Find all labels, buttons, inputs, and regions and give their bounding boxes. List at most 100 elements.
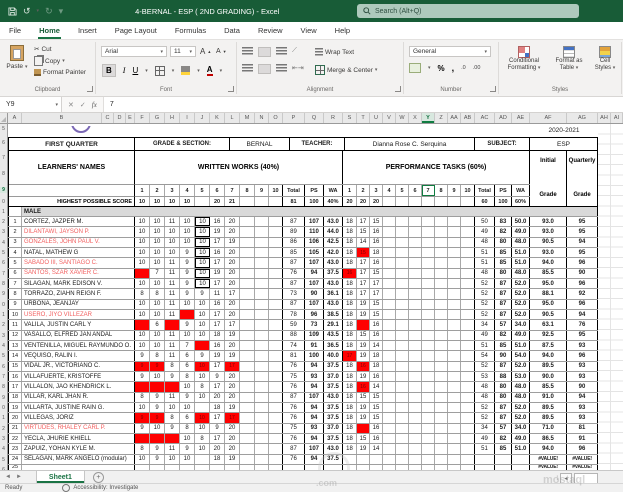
ww-score[interactable]: 8 <box>180 371 195 382</box>
align-top-icon[interactable] <box>242 47 253 55</box>
subcol-2[interactable]: 2 <box>357 185 370 197</box>
pt-score[interactable]: 15 <box>370 413 383 423</box>
pt-wa[interactable]: 48.0 <box>512 392 530 402</box>
pt-ps[interactable]: 85 <box>495 258 512 268</box>
pt-score[interactable] <box>396 464 409 470</box>
pt-score[interactable] <box>422 217 435 227</box>
ww-score[interactable]: 20 <box>225 278 240 289</box>
pt-score[interactable]: 17 <box>370 278 383 289</box>
student-name[interactable]: DILANTAWI, JAYSON P. <box>22 227 135 237</box>
name-box[interactable]: Y9 ▾ <box>0 97 62 112</box>
ww-ps[interactable]: 94 <box>305 402 324 413</box>
ww-score[interactable]: 10 <box>195 330 210 340</box>
pt-score[interactable] <box>409 227 422 237</box>
pt-score[interactable] <box>343 464 357 470</box>
pt-total[interactable]: 52 <box>475 309 495 320</box>
pt-score[interactable] <box>448 340 461 351</box>
student-number[interactable]: 12 <box>8 330 22 340</box>
ww-wa[interactable]: 40.0 <box>324 351 343 361</box>
pt-score[interactable] <box>448 361 461 371</box>
pt-score[interactable]: 17 <box>357 217 370 227</box>
ww-score[interactable]: 11 <box>165 278 180 289</box>
pt-score[interactable] <box>409 289 422 299</box>
ww-score[interactable] <box>240 423 255 433</box>
ww-score[interactable] <box>240 433 255 444</box>
hps-score[interactable] <box>461 197 475 206</box>
pt-score[interactable] <box>435 247 448 258</box>
paste-button[interactable]: Paste ▾ <box>4 45 30 70</box>
row-header[interactable]: 4 <box>2 239 5 246</box>
pt-score[interactable] <box>461 361 475 371</box>
pt-score[interactable] <box>448 320 461 330</box>
initial-grade[interactable]: 87.5 <box>530 340 567 351</box>
hps-score[interactable] <box>396 197 409 206</box>
initial-grade[interactable]: 89.5 <box>530 402 567 413</box>
pt-score[interactable] <box>409 309 422 320</box>
quarterly-grade[interactable]: 96 <box>567 299 598 309</box>
ww-wa[interactable]: 37.0 <box>324 423 343 433</box>
student-number[interactable]: 2 <box>8 227 22 237</box>
pt-wa[interactable]: 49.0 <box>512 330 530 340</box>
pt-wa[interactable]: 52.0 <box>512 299 530 309</box>
ww-score[interactable] <box>269 392 283 402</box>
tab-help[interactable]: Help <box>334 26 351 35</box>
ww-score[interactable] <box>135 268 150 278</box>
pt-total[interactable]: 49 <box>475 433 495 444</box>
pt-score[interactable] <box>409 268 422 278</box>
hps-wa[interactable]: 60% <box>512 197 530 206</box>
pt-score[interactable] <box>383 454 396 464</box>
ww-score[interactable] <box>255 299 269 309</box>
student-number[interactable]: 25 <box>8 464 22 470</box>
ww-score[interactable]: 10 <box>195 227 210 237</box>
pt-score[interactable] <box>448 309 461 320</box>
ww-score[interactable]: 20 <box>225 382 240 392</box>
student-name[interactable]: VIRTUDES, RHALEY CARL P. <box>22 423 135 433</box>
ww-score[interactable]: 20 <box>225 258 240 268</box>
student-number[interactable]: 15 <box>8 361 22 371</box>
ww-score[interactable]: 9 <box>180 320 195 330</box>
pt-score[interactable] <box>435 454 448 464</box>
ww-wa[interactable]: 43.0 <box>324 444 343 454</box>
sheet-nav-left-icon[interactable]: ◄ <box>5 474 11 480</box>
pt-score[interactable] <box>396 278 409 289</box>
ww-score[interactable]: 17 <box>210 320 225 330</box>
ww-score[interactable]: 20 <box>225 309 240 320</box>
pt-score[interactable] <box>422 320 435 330</box>
pt-score[interactable] <box>396 454 409 464</box>
pt-score[interactable] <box>435 444 448 454</box>
pt-score[interactable] <box>396 227 409 237</box>
row-header[interactable]: 2 <box>2 425 5 432</box>
pt-score[interactable]: 18 <box>343 413 357 423</box>
pt-score[interactable] <box>461 227 475 237</box>
ww-score[interactable]: 10 <box>150 330 165 340</box>
ww-score[interactable] <box>240 237 255 247</box>
initial-grade[interactable]: 88.1 <box>530 289 567 299</box>
ww-wa[interactable]: 43.0 <box>324 392 343 402</box>
pt-score[interactable] <box>435 330 448 340</box>
ww-total[interactable]: 87 <box>283 444 305 454</box>
ww-ps[interactable]: 94 <box>305 454 324 464</box>
ww-score[interactable] <box>255 320 269 330</box>
pt-score[interactable] <box>435 340 448 351</box>
quarterly-grade[interactable]: 93 <box>567 371 598 382</box>
quarterly-grade[interactable]: 95 <box>567 217 598 227</box>
pt-score[interactable]: 14 <box>370 340 383 351</box>
pt-score[interactable]: 16 <box>370 423 383 433</box>
subcol-total[interactable]: Total <box>283 185 305 197</box>
ww-score[interactable] <box>240 454 255 464</box>
pt-score[interactable] <box>357 454 370 464</box>
student-number[interactable]: 24 <box>8 454 22 464</box>
ww-score[interactable]: 20 <box>225 340 240 351</box>
ww-score[interactable] <box>150 464 165 470</box>
initial-grade[interactable]: #VALUE! <box>530 464 567 470</box>
quarter-cell[interactable]: FIRST QUARTER <box>8 138 135 150</box>
ww-score[interactable]: 19 <box>225 454 240 464</box>
pt-score[interactable] <box>422 433 435 444</box>
pt-score[interactable] <box>396 351 409 361</box>
ww-score[interactable] <box>195 340 210 351</box>
ww-score[interactable]: 10 <box>150 340 165 351</box>
ww-score[interactable] <box>240 258 255 268</box>
font-color-caret-icon[interactable]: ▾ <box>219 67 223 74</box>
number-dialog-launcher[interactable] <box>490 86 496 92</box>
column-header-S[interactable]: S <box>343 113 357 123</box>
